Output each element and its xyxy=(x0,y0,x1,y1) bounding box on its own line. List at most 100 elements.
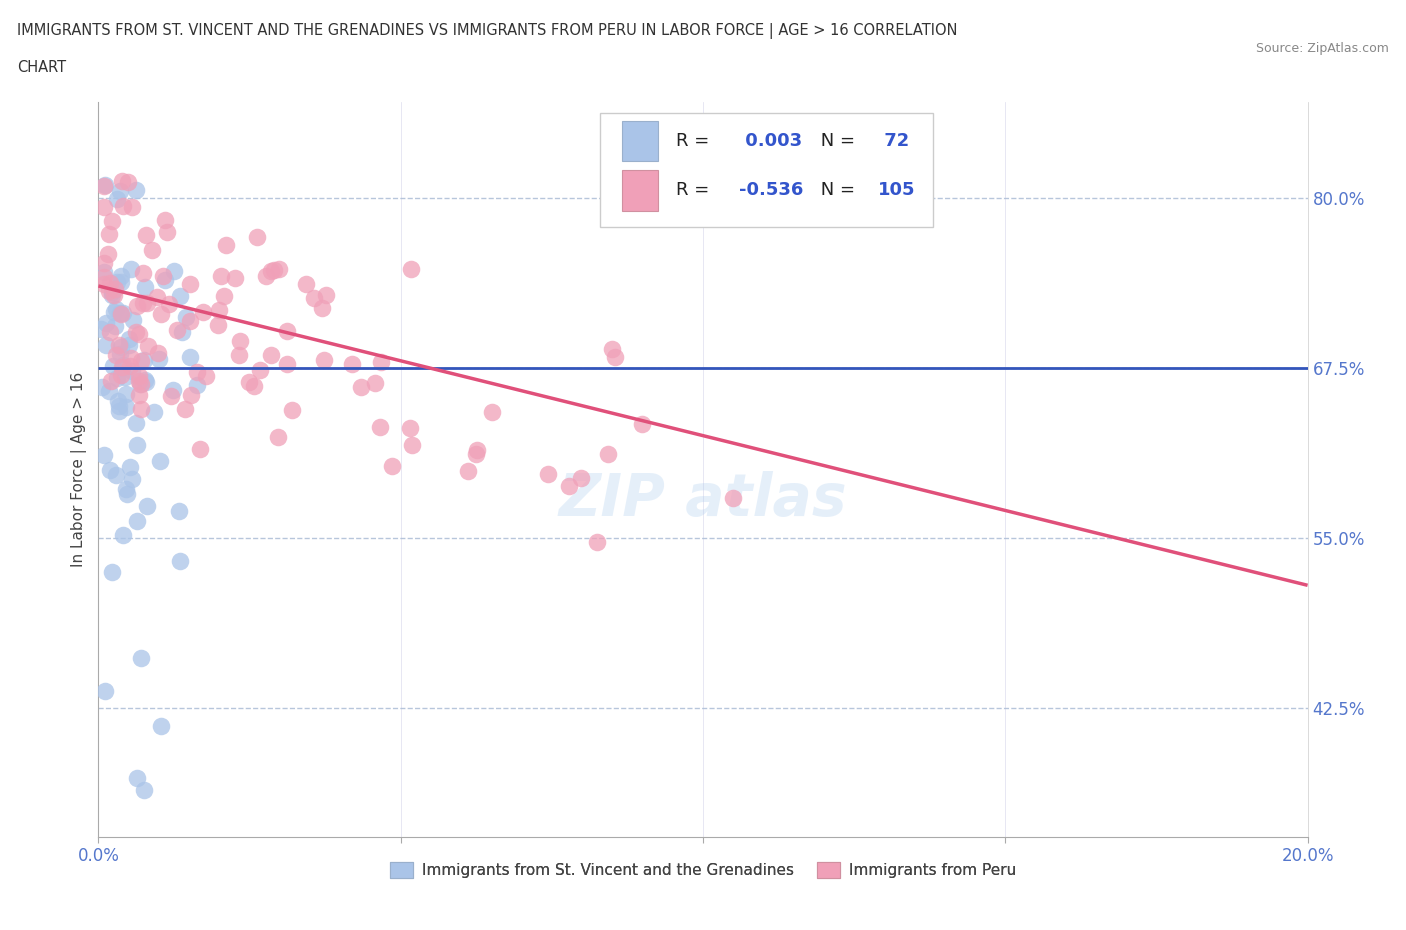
Point xyxy=(121,364,143,379)
Point xyxy=(145,289,167,304)
Point xyxy=(114,386,136,401)
Point xyxy=(103,287,125,302)
Point xyxy=(125,182,148,197)
Point xyxy=(100,373,122,388)
Point xyxy=(148,352,170,366)
Point xyxy=(401,437,423,452)
Point xyxy=(93,684,115,698)
Point xyxy=(93,179,115,193)
Point xyxy=(112,305,135,320)
Point xyxy=(96,246,118,261)
Point xyxy=(129,376,152,391)
Point xyxy=(112,198,135,213)
Point xyxy=(128,368,150,383)
Point xyxy=(98,463,121,478)
Point xyxy=(107,393,129,408)
Point xyxy=(169,288,191,303)
Point xyxy=(179,277,201,292)
Point xyxy=(259,263,281,278)
Point xyxy=(125,513,148,528)
Point xyxy=(107,403,129,418)
Text: 0.003: 0.003 xyxy=(740,132,803,151)
Point xyxy=(111,173,134,188)
Point xyxy=(229,334,252,349)
Point xyxy=(97,284,120,299)
Point xyxy=(111,360,134,375)
Point xyxy=(103,318,125,333)
Point xyxy=(467,442,489,457)
Point xyxy=(153,272,176,287)
Point xyxy=(155,212,177,227)
Point xyxy=(170,325,193,339)
Point xyxy=(166,322,188,337)
Point xyxy=(135,498,157,513)
Point xyxy=(129,650,152,665)
Point xyxy=(132,265,155,280)
Point xyxy=(598,446,620,461)
Point xyxy=(465,446,488,461)
Point xyxy=(98,276,121,291)
Point xyxy=(94,178,117,193)
Point xyxy=(97,384,120,399)
Point xyxy=(179,349,201,364)
Point xyxy=(267,262,290,277)
Text: R =: R = xyxy=(676,181,716,199)
Text: -0.536: -0.536 xyxy=(740,181,804,199)
Point xyxy=(94,316,117,331)
Point xyxy=(146,346,169,361)
Point xyxy=(101,358,124,373)
Point xyxy=(254,269,277,284)
Point xyxy=(93,256,115,271)
Point xyxy=(114,369,136,384)
Point xyxy=(121,472,143,486)
Point xyxy=(370,354,392,369)
Point xyxy=(93,200,115,215)
Point xyxy=(368,419,391,434)
Point xyxy=(105,468,128,483)
Point xyxy=(242,379,264,394)
Point xyxy=(569,471,592,485)
Point xyxy=(117,338,139,352)
Point xyxy=(149,454,172,469)
Point xyxy=(120,359,142,374)
Point xyxy=(129,402,152,417)
Point xyxy=(150,307,173,322)
Text: 105: 105 xyxy=(879,181,915,199)
Point xyxy=(249,363,271,378)
Point xyxy=(152,269,174,284)
Point xyxy=(141,242,163,257)
Point xyxy=(207,318,229,333)
Point xyxy=(315,288,337,303)
Point xyxy=(186,365,208,379)
Point xyxy=(340,356,363,371)
Point xyxy=(163,264,186,279)
Point xyxy=(481,405,503,419)
Point xyxy=(104,348,127,363)
Point xyxy=(180,388,202,403)
Point xyxy=(118,331,141,346)
Point xyxy=(401,261,423,276)
Point xyxy=(127,770,149,785)
Point xyxy=(558,479,581,494)
Point xyxy=(108,183,131,198)
Point xyxy=(112,357,135,372)
Point xyxy=(143,405,166,419)
Y-axis label: In Labor Force | Age > 16: In Labor Force | Age > 16 xyxy=(72,372,87,567)
Bar xyxy=(621,121,658,162)
Point xyxy=(209,269,232,284)
Point xyxy=(246,230,269,245)
Point xyxy=(364,376,387,391)
Point xyxy=(120,261,142,276)
Point xyxy=(159,389,181,404)
Point xyxy=(135,375,157,390)
Point xyxy=(90,322,112,337)
Point xyxy=(195,369,218,384)
Point xyxy=(132,352,155,367)
Point xyxy=(169,553,191,568)
Point xyxy=(108,399,131,414)
Point xyxy=(314,352,336,367)
Point xyxy=(214,237,236,252)
Point xyxy=(537,467,560,482)
Point xyxy=(117,175,139,190)
Point xyxy=(101,213,124,228)
